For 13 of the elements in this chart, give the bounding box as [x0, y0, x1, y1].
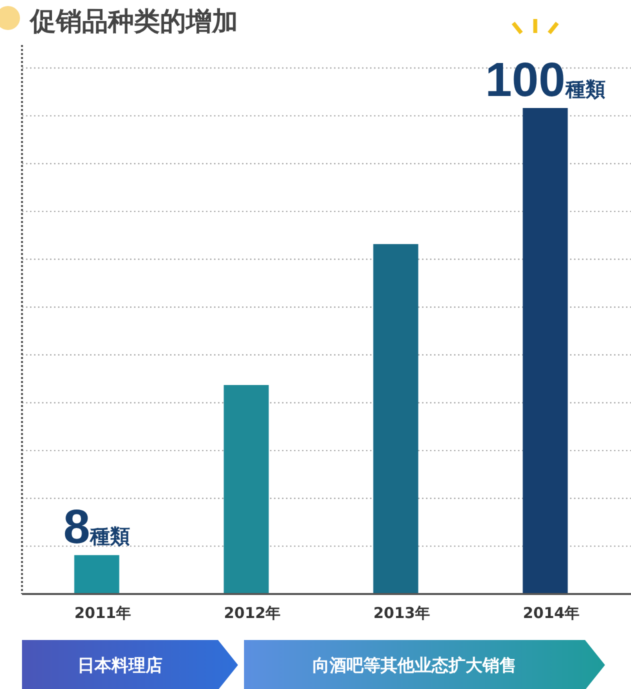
bar: [74, 555, 120, 594]
bar: [373, 244, 418, 594]
data-label: 8種類: [63, 501, 130, 554]
bar: [522, 108, 568, 594]
x-tick-label: 2013年: [373, 604, 430, 622]
x-tick-label: 2012年: [224, 604, 281, 622]
data-label: 100種類: [485, 54, 606, 107]
text: 日本料理店: [78, 656, 162, 676]
x-tick-label: 2014年: [522, 604, 580, 622]
chart-title: 促销品种类的增加: [29, 7, 238, 37]
text: 向酒吧等其他业态扩大销售: [312, 656, 516, 676]
bar: [224, 385, 269, 594]
x-tick-label: 2011年: [74, 604, 132, 622]
